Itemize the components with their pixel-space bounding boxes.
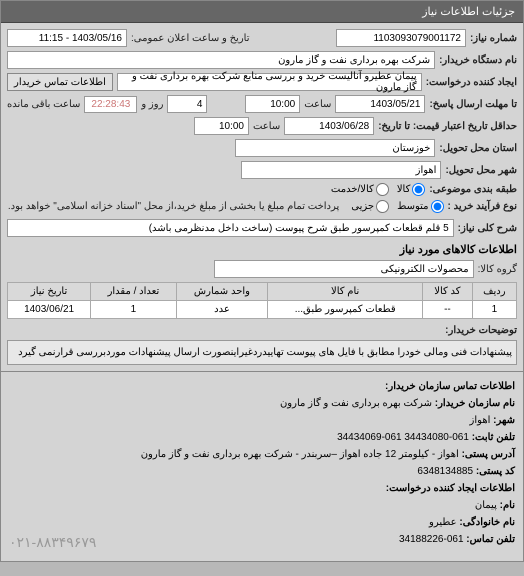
creator-info-title: اطلاعات ایجاد کننده درخواست: bbox=[386, 483, 515, 494]
remain-time-field: 22:28:43 bbox=[84, 96, 137, 113]
category-label: طبقه بندی موضوعی: bbox=[429, 184, 517, 195]
contact-phone-label: تلفن تماس: bbox=[466, 534, 515, 545]
contact-phone: 061-34188226 bbox=[399, 534, 464, 545]
radio-khedmat-label: کالا/خدمت bbox=[331, 184, 374, 195]
request-no-field: 1103093079001172 bbox=[336, 29, 466, 47]
table-cell: -- bbox=[423, 301, 473, 319]
creator-field: پیمان عطیرو آنالیست خرید و بررسی منابع ش… bbox=[117, 73, 422, 91]
contact-city: اهواز bbox=[470, 415, 491, 426]
contact-zip: 6348134885 bbox=[417, 466, 473, 477]
contact-tel: 061-34434080 061-34434069 bbox=[337, 432, 469, 443]
table-header: تاریخ نیاز bbox=[8, 283, 91, 301]
panel-title: جزئیات اطلاعات نیاز bbox=[1, 1, 523, 23]
org-field: شرکت بهره برداری نفت و گاز مارون bbox=[7, 51, 435, 69]
contact-addr: اهواز - کیلومتر 12 جاده اهواز –سربندر - … bbox=[141, 449, 459, 460]
goods-group-field: محصولات الکترونیکی bbox=[214, 260, 474, 278]
delivery-state-field: خوزستان bbox=[235, 139, 435, 157]
radio-kala[interactable]: کالا bbox=[397, 183, 426, 196]
delivery-state-label: استان محل تحویل: bbox=[439, 143, 517, 154]
goods-section-title: اطلاعات کالاهای مورد نیاز bbox=[7, 243, 517, 256]
table-row[interactable]: 1--قطعات کمپرسور طبق...عدد11403/06/21 bbox=[8, 301, 517, 319]
radio-khedmat-input[interactable] bbox=[376, 183, 389, 196]
buyer-note-box: پیشنهادات فنی ومالی خودرا مطابق با فایل … bbox=[7, 340, 517, 365]
contact-name: پیمان bbox=[475, 500, 497, 511]
table-cell: عدد bbox=[176, 301, 268, 319]
contact-tel-label: تلفن ثابت: bbox=[472, 432, 515, 443]
radio-kala-input[interactable] bbox=[412, 183, 425, 196]
table-cell: 1403/06/21 bbox=[8, 301, 91, 319]
org-label: نام دستگاه خریدار: bbox=[439, 55, 517, 66]
price-to-date-field: 1403/06/28 bbox=[284, 117, 374, 135]
radio-medium[interactable]: متوسط bbox=[397, 200, 443, 213]
table-cell: 1 bbox=[472, 301, 516, 319]
goods-table: ردیفکد کالانام کالاواحد شمارشتعداد / مقد… bbox=[7, 282, 517, 319]
contact-org-label: نام سازمان خریدار: bbox=[435, 398, 515, 409]
radio-partial-label: جزیی bbox=[351, 201, 374, 212]
radio-partial-input[interactable] bbox=[376, 200, 389, 213]
contact-zip-label: کد پستی: bbox=[476, 466, 515, 477]
goods-group-label: گروه کالا: bbox=[478, 264, 517, 275]
buyer-note-label: توضیحات خریدار: bbox=[445, 325, 517, 336]
announce-field: 1403/05/16 - 11:15 bbox=[7, 29, 127, 47]
hour-label-1: ساعت bbox=[304, 99, 331, 110]
footer-phone: ۰۲۱-۸۸۳۴۹۶۷۹ bbox=[9, 531, 96, 555]
radio-medium-label: متوسط bbox=[397, 201, 428, 212]
deadline-date-field: 1403/05/21 bbox=[335, 95, 425, 113]
contact-addr-label: آدرس پستی: bbox=[462, 449, 515, 460]
delivery-city-label: شهر محل تحویل: bbox=[445, 165, 517, 176]
subtype-label: نوع فرآیند خرید : bbox=[448, 201, 517, 212]
contact-org: شرکت بهره برداری نفت و گاز مارون bbox=[280, 398, 432, 409]
table-header: نام کالا bbox=[268, 283, 423, 301]
contact-city-label: شهر: bbox=[493, 415, 515, 426]
deadline-hour-field: 10:00 bbox=[245, 95, 300, 113]
need-title-label: شرح کلی نیاز: bbox=[458, 223, 517, 234]
contact-family: عطیرو bbox=[429, 517, 457, 528]
table-header: ردیف bbox=[472, 283, 516, 301]
radio-medium-input[interactable] bbox=[431, 200, 444, 213]
radio-kala-label: کالا bbox=[397, 184, 411, 195]
purchase-note: پرداخت تمام مبلغ یا بخشی از مبلغ خرید،از… bbox=[8, 201, 339, 212]
table-header: تعداد / مقدار bbox=[91, 283, 176, 301]
hour-label-2: ساعت bbox=[253, 121, 280, 132]
remain-days-field: 4 bbox=[167, 95, 207, 113]
table-cell: 1 bbox=[91, 301, 176, 319]
contact-family-label: نام خانوادگی: bbox=[459, 517, 515, 528]
radio-khedmat[interactable]: کالا/خدمت bbox=[331, 183, 389, 196]
deadline-label: تا مهلت ارسال پاسخ: bbox=[429, 99, 517, 110]
price-validity-label: حداقل تاریخ اعتبار قیمت: تا تاریخ: bbox=[378, 121, 517, 132]
delivery-city-field: اهواز bbox=[241, 161, 441, 179]
price-to-hour-field: 10:00 bbox=[194, 117, 249, 135]
remain-days-label: روز و bbox=[141, 99, 163, 110]
table-header: واحد شمارش bbox=[176, 283, 268, 301]
contact-section: اطلاعات تماس سازمان خریدار: نام سازمان خ… bbox=[1, 371, 523, 561]
creator-label: ایجاد کننده درخواست: bbox=[426, 77, 517, 88]
announce-label: تاریخ و ساعت اعلان عمومی: bbox=[131, 33, 250, 44]
remain-suffix-label: ساعت باقی مانده bbox=[7, 99, 80, 110]
contact-title: اطلاعات تماس سازمان خریدار: bbox=[385, 381, 515, 392]
need-title-field: 5 قلم قطعات کمپرسور طبق شرح پیوست (ساخت … bbox=[7, 219, 454, 237]
table-header: کد کالا bbox=[423, 283, 473, 301]
request-no-label: شماره نیاز: bbox=[470, 33, 517, 44]
radio-partial[interactable]: جزیی bbox=[351, 200, 389, 213]
contact-info-button[interactable]: اطلاعات تماس خریدار bbox=[7, 73, 113, 91]
table-cell: قطعات کمپرسور طبق... bbox=[268, 301, 423, 319]
contact-name-label: نام: bbox=[500, 500, 515, 511]
